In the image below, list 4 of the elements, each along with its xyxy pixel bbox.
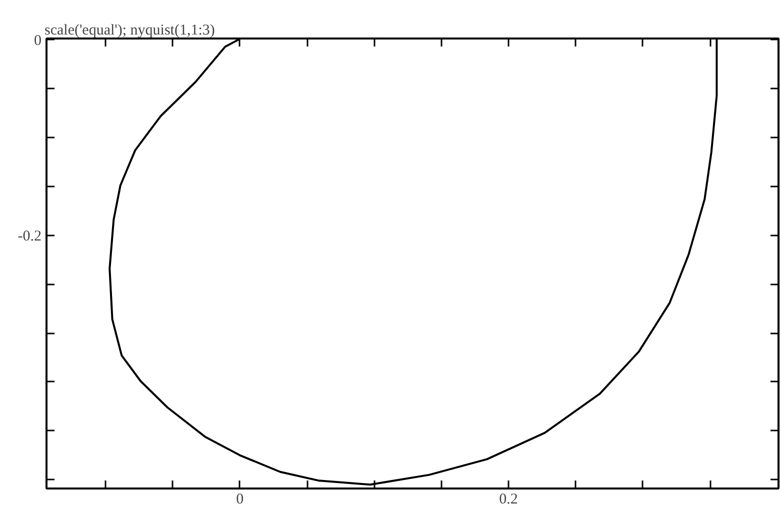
- line-series: [108, 38, 718, 486]
- chart-title: scale('equal'); nyquist(1,1:3): [44, 22, 215, 38]
- y-tick-label: -0.2: [18, 228, 42, 244]
- x-tick-label: 0.2: [499, 492, 518, 508]
